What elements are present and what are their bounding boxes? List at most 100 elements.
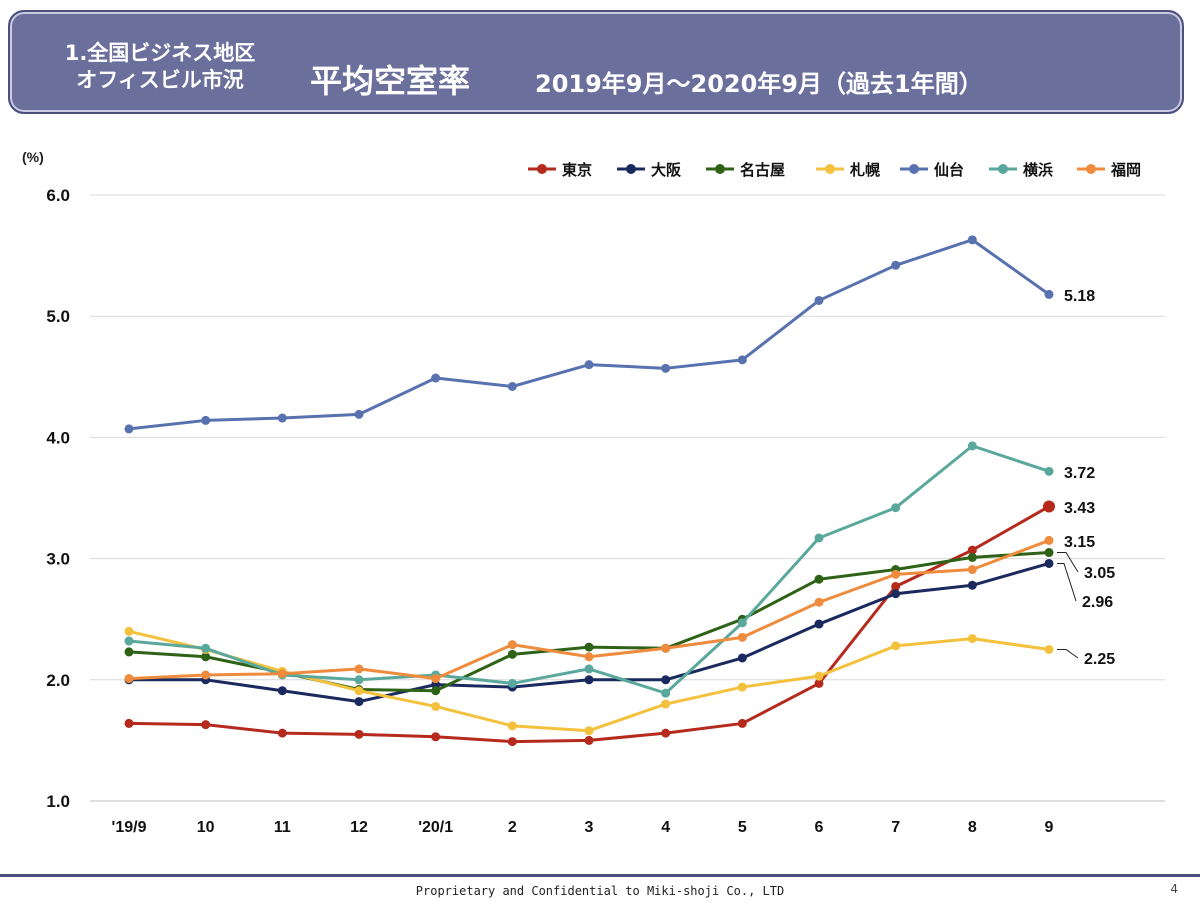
series-大阪 bbox=[124, 558, 1054, 707]
data-point bbox=[431, 701, 441, 711]
data-point bbox=[1044, 558, 1054, 568]
data-point bbox=[507, 737, 517, 747]
footer-confidential: Proprietary and Confidential to Miki-sho… bbox=[415, 884, 785, 898]
data-point bbox=[814, 574, 824, 584]
data-point bbox=[354, 664, 364, 674]
data-point bbox=[201, 670, 211, 680]
data-point bbox=[124, 647, 134, 657]
y-tick-label: 6.0 bbox=[46, 186, 70, 205]
x-tick-label: 3 bbox=[585, 819, 594, 836]
data-point bbox=[737, 718, 747, 728]
x-tick-label: 6 bbox=[815, 819, 824, 836]
legend-item: 札幌 bbox=[816, 161, 880, 179]
data-point bbox=[124, 626, 134, 636]
end-value-label: 3.43 bbox=[1064, 500, 1095, 517]
legend-swatch-dot bbox=[715, 164, 725, 174]
x-tick-label: 8 bbox=[968, 819, 977, 836]
end-value-label: 3.05 bbox=[1084, 565, 1115, 582]
series-lines bbox=[124, 235, 1055, 747]
data-point bbox=[277, 728, 287, 738]
data-point bbox=[737, 682, 747, 692]
legend-item: 横浜 bbox=[989, 161, 1053, 179]
data-point bbox=[584, 652, 594, 662]
section-title: 1.全国ビジネス地区 オフィスビル市況 bbox=[40, 40, 280, 94]
data-point bbox=[431, 674, 441, 684]
data-point bbox=[891, 503, 901, 513]
data-point bbox=[354, 729, 364, 739]
header-banner: 1.全国ビジネス地区 オフィスビル市況 平均空室率 2019年9月～2020年9… bbox=[8, 10, 1184, 114]
data-point bbox=[124, 674, 134, 684]
data-point bbox=[354, 675, 364, 685]
series-line bbox=[128, 238, 1050, 431]
data-point bbox=[1044, 548, 1054, 558]
data-point bbox=[661, 688, 671, 698]
data-point bbox=[891, 569, 901, 579]
vacancy-rate-line-chart: (%) 1.0 2.0 3.0 4.0 5.0 6.0 '19/9 10 11 12 '20/1 2… bbox=[22, 149, 1165, 836]
data-point bbox=[661, 675, 671, 685]
x-tick-label: 11 bbox=[274, 819, 291, 836]
y-tick-label: 1.0 bbox=[46, 792, 70, 811]
data-point bbox=[737, 618, 747, 628]
data-point bbox=[737, 355, 747, 365]
end-value-label: 5.18 bbox=[1064, 288, 1095, 305]
data-point bbox=[507, 381, 517, 391]
leader-line bbox=[1057, 562, 1077, 602]
data-point bbox=[1044, 535, 1054, 545]
leader-line bbox=[1057, 649, 1079, 659]
data-point bbox=[584, 642, 594, 652]
data-point bbox=[814, 295, 824, 305]
legend-label: 横浜 bbox=[1023, 161, 1053, 179]
data-point bbox=[1043, 500, 1055, 513]
legend-item: 仙台 bbox=[900, 161, 964, 179]
page-title: 平均空室率 bbox=[310, 62, 471, 100]
legend-label: 札幌 bbox=[849, 161, 880, 179]
period-label: 2019年9月～2020年9月（過去1年間） bbox=[535, 70, 983, 98]
y-tick-label: 3.0 bbox=[46, 550, 70, 569]
data-point bbox=[967, 552, 977, 562]
data-point bbox=[431, 732, 441, 742]
legend-item: 大阪 bbox=[617, 161, 682, 179]
data-point bbox=[1044, 466, 1054, 476]
data-point bbox=[584, 360, 594, 370]
footer-divider bbox=[0, 874, 1200, 877]
end-value-label: 2.25 bbox=[1084, 651, 1115, 668]
data-point bbox=[1044, 289, 1054, 299]
legend-swatch-dot bbox=[909, 164, 919, 174]
data-point bbox=[584, 735, 594, 745]
legend-swatch-dot bbox=[825, 164, 835, 174]
data-point bbox=[431, 373, 441, 383]
data-point bbox=[354, 697, 364, 707]
data-point bbox=[891, 589, 901, 599]
data-point bbox=[354, 409, 364, 419]
data-point bbox=[584, 675, 594, 685]
x-tick-label: 5 bbox=[738, 819, 747, 836]
legend-label: 福岡 bbox=[1110, 161, 1141, 179]
data-point bbox=[967, 565, 977, 575]
data-point bbox=[584, 664, 594, 674]
data-point bbox=[737, 632, 747, 642]
data-point bbox=[661, 699, 671, 709]
legend: 東京 大阪 名古屋 札幌 仙台 横浜 福岡 bbox=[528, 161, 1141, 179]
data-point bbox=[507, 678, 517, 688]
data-point bbox=[201, 415, 211, 425]
series-福岡 bbox=[124, 535, 1054, 684]
legend-label: 東京 bbox=[562, 161, 592, 179]
section-title-line1: 1.全国ビジネス地区 bbox=[64, 41, 256, 65]
legend-swatch-dot bbox=[998, 164, 1008, 174]
x-tick-label: 7 bbox=[891, 819, 900, 836]
data-point bbox=[891, 581, 901, 591]
data-point bbox=[124, 636, 134, 646]
data-point bbox=[201, 720, 211, 730]
legend-swatch-dot bbox=[537, 164, 547, 174]
data-point bbox=[431, 686, 441, 696]
data-point bbox=[277, 413, 287, 423]
x-tick-label: 12 bbox=[350, 819, 368, 836]
x-tick-label: '19/9 bbox=[112, 819, 147, 836]
data-point bbox=[507, 721, 517, 731]
data-point bbox=[507, 640, 517, 650]
data-point bbox=[507, 649, 517, 659]
legend-swatch-dot bbox=[1086, 164, 1096, 174]
legend-item: 名古屋 bbox=[706, 161, 785, 179]
x-tick-label: 4 bbox=[661, 819, 670, 836]
x-tick-label: 10 bbox=[197, 819, 215, 836]
